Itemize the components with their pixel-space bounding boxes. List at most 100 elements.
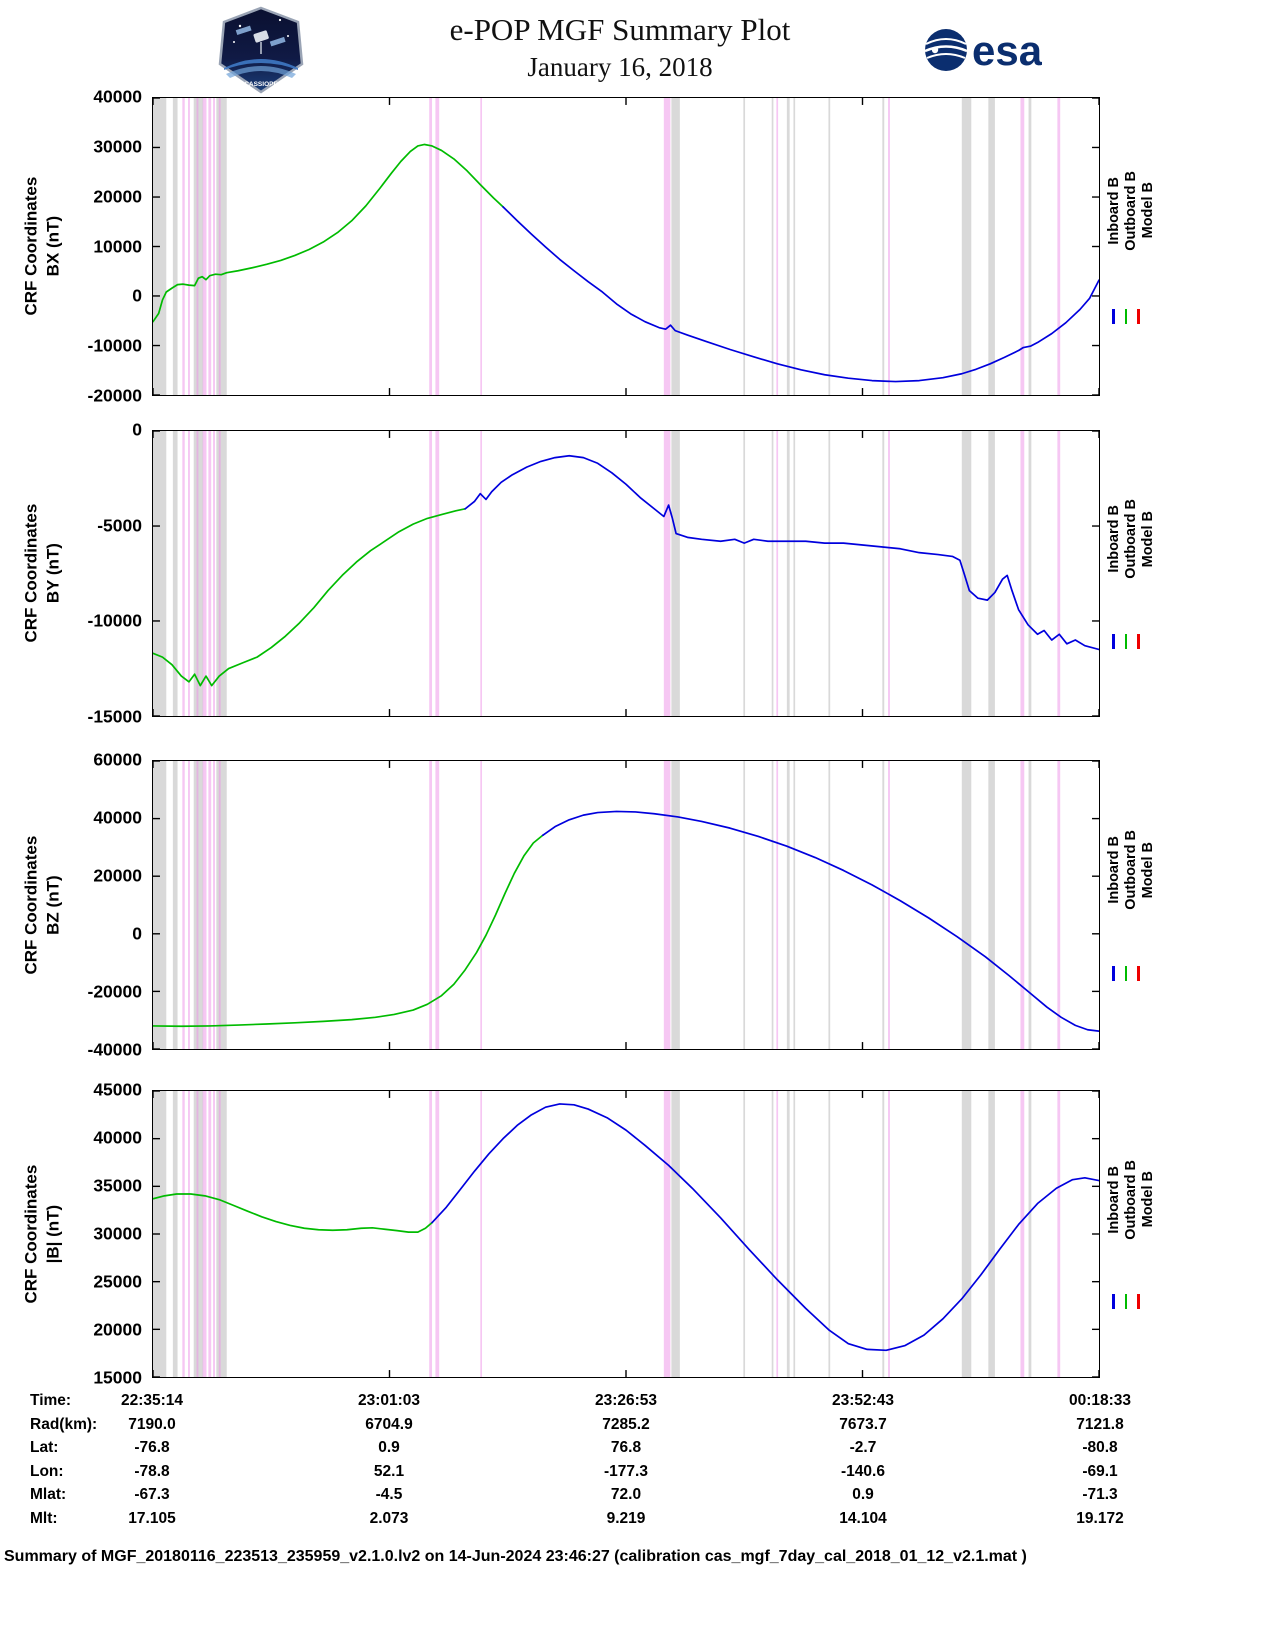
legend-label-model: Model B xyxy=(1140,182,1156,239)
bmag-chart xyxy=(153,1091,1099,1377)
y-tick-label: 60000 xyxy=(93,749,142,770)
table-cell: 52.1 xyxy=(373,1462,405,1480)
table-row-label: Rad(km): xyxy=(30,1415,98,1433)
table-cell: -80.8 xyxy=(1082,1439,1118,1457)
legend-key-model xyxy=(1137,1294,1140,1310)
table-cell: -71.3 xyxy=(1082,1486,1118,1504)
table-cell: -4.5 xyxy=(375,1486,403,1504)
plot-area-bx xyxy=(152,97,1100,396)
plot-area-bz xyxy=(152,760,1100,1050)
table-cell: -76.8 xyxy=(134,1439,170,1457)
legend-label-inboard: Inboard B xyxy=(1106,176,1122,245)
y-tick-label: 0 xyxy=(132,923,142,944)
legend-key-inboard xyxy=(1112,309,1115,325)
y-axis-label-line2: |B| (nT) xyxy=(43,1204,62,1264)
legend-key-model xyxy=(1137,309,1140,325)
legend-label-outboard: Outboard B xyxy=(1123,1159,1139,1240)
page-title: e-POP MGF Summary Plot xyxy=(449,12,791,47)
legend-labels: Inboard B Outboard B Model B xyxy=(1106,1107,1156,1291)
panel-bx: CRF Coordinates BX (nT) 40000 30000 20000 1… xyxy=(0,87,1275,406)
y-axis-label-line1: CRF Coordinates xyxy=(20,1164,40,1304)
table-cell: 0.9 xyxy=(378,1439,400,1457)
table-row: Lat: -76.8 0.9 76.8 -2.7 -80.8 xyxy=(0,1439,1275,1462)
y-axis-label-line2: BZ (nT) xyxy=(43,875,62,935)
table-cell: 7190.0 xyxy=(128,1415,176,1433)
by-chart xyxy=(153,431,1099,716)
svg-text:CASSIOPE: CASSIOPE xyxy=(244,81,278,88)
y-axis-label-line1: CRF Coordinates xyxy=(20,177,40,316)
legend-keys xyxy=(1112,965,1140,981)
legend-key-outboard xyxy=(1124,1294,1127,1310)
table-cell: 22:35:14 xyxy=(120,1392,184,1409)
legend-key-model xyxy=(1137,633,1140,649)
legend-label-outboard: Outboard B xyxy=(1123,830,1139,911)
y-tick-label: 15000 xyxy=(93,1367,142,1388)
table-cell: 2.073 xyxy=(369,1510,409,1527)
legend-key-inboard xyxy=(1112,965,1115,981)
table-cell: 23:52:43 xyxy=(831,1392,895,1409)
y-tick-label: 0 xyxy=(132,419,142,440)
legend-key-outboard xyxy=(1124,309,1127,325)
y-tick-label: -10000 xyxy=(87,610,143,631)
legend-label-model: Model B xyxy=(1140,841,1156,899)
table-row: Mlat: -67.3 -4.5 72.0 0.9 -71.3 xyxy=(0,1486,1275,1509)
panel-by: CRF Coordinates BY (nT) 0 -5000 -10000 -150… xyxy=(0,420,1275,727)
table-row: Rad(km): 7190.0 6704.9 7285.2 7673.7 7121.8 xyxy=(0,1416,1275,1439)
legend-bx: Inboard B Outboard B Model B xyxy=(1104,97,1180,396)
y-tick-label: 30000 xyxy=(93,136,142,157)
table-row: Lon: -78.8 52.1 -177.3 -140.6 -69.1 xyxy=(0,1463,1275,1486)
y-tick-label: -20000 xyxy=(87,981,143,1002)
legend-bmag: Inboard B Outboard B Model B xyxy=(1104,1090,1180,1378)
y-axis-label-by: CRF Coordinates BY (nT) xyxy=(10,430,74,717)
legend-label-outboard: Outboard B xyxy=(1123,170,1139,251)
legend-keys xyxy=(1112,309,1140,325)
table-cell: -69.1 xyxy=(1082,1462,1118,1480)
y-tick-label: 20000 xyxy=(93,865,142,886)
y-tick-label: -15000 xyxy=(87,706,143,727)
cassiope-mission-patch-logo: CASSIOPE xyxy=(218,6,304,99)
legend-bz: Inboard B Outboard B Model B xyxy=(1104,760,1180,1050)
legend-key-outboard xyxy=(1124,965,1127,981)
table-cell: 72.0 xyxy=(610,1486,642,1504)
y-axis-label-bz: CRF Coordinates BZ (nT) xyxy=(10,760,74,1050)
y-tick-label: -40000 xyxy=(87,1039,143,1060)
table-cell: 19.172 xyxy=(1076,1510,1124,1527)
legend-keys xyxy=(1112,1294,1140,1310)
table-cell: 17.105 xyxy=(128,1510,176,1527)
table-row-label: Time: xyxy=(30,1392,72,1409)
table-cell: 6704.9 xyxy=(365,1415,413,1433)
y-tick-label: 0 xyxy=(132,285,142,306)
y-tick-labels-bx: 40000 30000 20000 10000 0 -10000 -20000 xyxy=(78,87,146,406)
legend-label-model: Model B xyxy=(1140,1171,1156,1228)
legend-key-model xyxy=(1137,965,1140,981)
y-tick-label: 25000 xyxy=(93,1271,142,1292)
y-axis-label-line1: CRF Coordinates xyxy=(20,835,40,975)
y-tick-label: 30000 xyxy=(93,1223,142,1244)
table-row: Mlt: 17.105 2.073 9.219 14.104 19.172 xyxy=(0,1510,1275,1533)
table-row-label: Lon: xyxy=(30,1462,64,1480)
legend-by: Inboard B Outboard B Model B xyxy=(1104,430,1180,717)
y-tick-label: 20000 xyxy=(93,186,142,207)
y-tick-label: 35000 xyxy=(93,1175,142,1196)
table-cell: 7121.8 xyxy=(1076,1415,1124,1433)
table-cell: 9.219 xyxy=(606,1510,646,1527)
plot-area-bmag xyxy=(152,1090,1100,1378)
y-tick-label: 40000 xyxy=(93,807,142,828)
legend-key-inboard xyxy=(1112,1294,1115,1310)
table-cell: -2.7 xyxy=(849,1439,877,1457)
legend-label-inboard: Inboard B xyxy=(1106,836,1122,905)
y-axis-label-line1: CRF Coordinates xyxy=(20,504,40,643)
table-cell: 0.9 xyxy=(852,1486,874,1504)
bz-chart xyxy=(153,761,1099,1049)
table-cell: 23:26:53 xyxy=(594,1392,658,1409)
y-tick-label: -10000 xyxy=(87,335,143,356)
y-axis-label-line2: BY (nT) xyxy=(43,543,62,604)
esa-logo: esa xyxy=(922,24,1043,81)
table-cell: -78.8 xyxy=(134,1462,170,1480)
plot-area-by xyxy=(152,430,1100,717)
panel-bz: CRF Coordinates BZ (nT) 60000 40000 20000 0… xyxy=(0,750,1275,1060)
y-axis-label-line2: BX (nT) xyxy=(43,216,62,277)
y-tick-label: 40000 xyxy=(93,86,142,107)
legend-key-outboard xyxy=(1124,633,1127,649)
